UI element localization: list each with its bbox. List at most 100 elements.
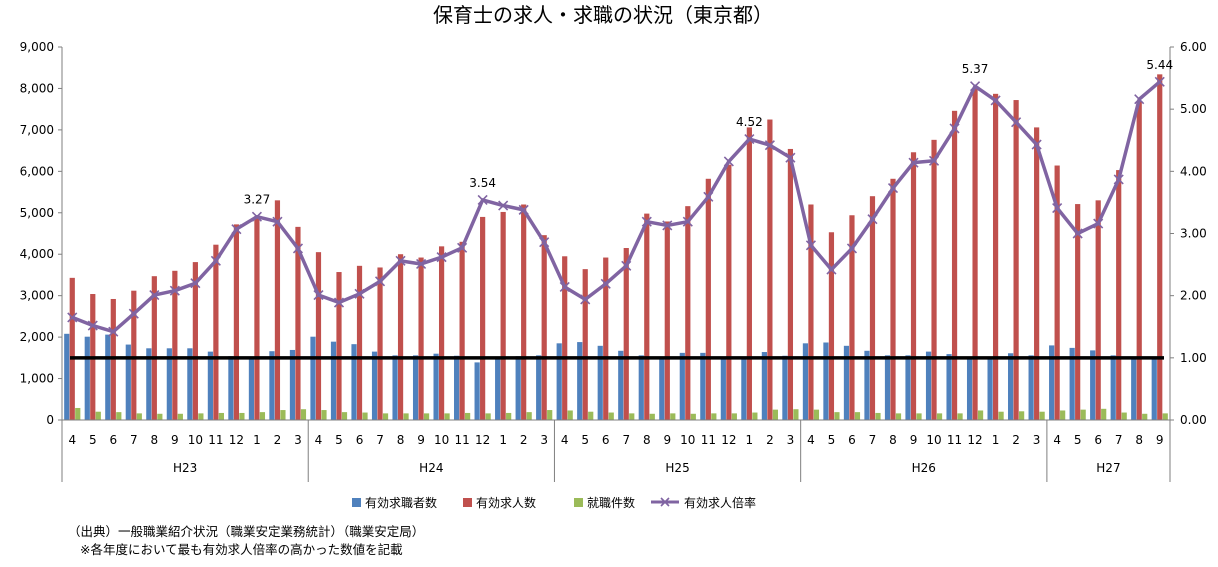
bar-有効求職者数: [187, 348, 193, 420]
bar-有効求職者数: [638, 355, 644, 420]
bar-有効求人数: [644, 213, 650, 420]
ratio-point-marker: [764, 140, 775, 151]
bar-就職件数: [916, 413, 922, 420]
bar-就職件数: [1039, 411, 1045, 420]
ratio-point-marker: [805, 240, 816, 251]
bar-就職件数: [629, 413, 635, 420]
ratio-point-marker: [190, 278, 201, 289]
bar-就職件数: [608, 412, 614, 420]
month-label: 10: [926, 433, 941, 447]
right-tick-label: 2.00: [1180, 289, 1207, 303]
bar-有効求職者数: [1069, 347, 1075, 420]
bar-有効求人数: [397, 254, 404, 420]
ratio-point-marker: [928, 155, 940, 166]
peak-label: 5.44: [1146, 58, 1173, 72]
month-label: 5: [1074, 433, 1082, 447]
bar-有効求職者数: [207, 351, 213, 420]
month-label: 3: [294, 433, 302, 447]
legend: 有効求職者数 有効求人数 就職件数 有効求人倍率: [352, 495, 756, 510]
bar-有効求人数: [336, 272, 342, 420]
month-label: 8: [1135, 433, 1143, 447]
bar-有効求人数: [459, 241, 465, 420]
ratio-point-marker: [333, 297, 345, 308]
left-tick-label: 8,000: [20, 81, 54, 95]
ratio-point-marker: [703, 191, 714, 202]
ratio-point-marker: [846, 243, 858, 254]
month-label: 12: [721, 433, 736, 447]
bar-有効求人数: [582, 269, 588, 420]
ratio-point-marker: [887, 183, 899, 194]
bar-有効求職者数: [618, 350, 624, 420]
month-label: 3: [787, 433, 795, 447]
fiscal-year-label: H27: [1096, 461, 1120, 475]
ratio-point-marker: [662, 220, 673, 231]
left-tick-label: 6,000: [20, 164, 54, 178]
bar-有効求職者数: [433, 353, 439, 420]
ratio-point-marker: [1052, 202, 1063, 214]
legend-label: 有効求人倍率: [684, 495, 756, 510]
bar-就職件数: [567, 410, 573, 420]
right-axis: 0.00 1.00 2.00 3.00 4.00 5.00 6.00: [1169, 40, 1207, 427]
ratio-point-marker: [87, 320, 98, 331]
ratio-point-marker: [169, 285, 180, 296]
bar-就職件数: [259, 412, 266, 420]
bar-有効求職者数: [679, 352, 685, 420]
left-tick-label: 9,000: [20, 40, 54, 54]
bar-有効求職者数: [454, 355, 460, 420]
bar-就職件数: [977, 410, 984, 420]
bar-就職件数: [506, 412, 512, 420]
bar-有効求人数: [192, 262, 198, 420]
ratio-point-marker: [970, 81, 981, 92]
month-label: 7: [130, 433, 138, 447]
bar-有効求職者数: [310, 336, 316, 420]
bar-就職件数: [177, 413, 183, 420]
bar-有効求人数: [233, 224, 240, 420]
bar-有効求人数: [992, 93, 999, 420]
bar-就職件数: [1060, 410, 1066, 420]
bar-有効求職者数: [166, 348, 172, 420]
ratio-point-marker: [477, 194, 488, 205]
bar-有効求職者数: [577, 342, 583, 420]
bar-有効求職者数: [1090, 350, 1096, 420]
bar-有効求職者数: [597, 345, 603, 420]
month-label: 7: [869, 433, 877, 447]
month-label: 4: [315, 433, 323, 447]
right-tick-label: 3.00: [1180, 227, 1207, 241]
bar-有効求人数: [69, 277, 75, 420]
bar-就職件数: [547, 410, 553, 420]
peak-label: 4.52: [736, 115, 763, 129]
bar-有効求人数: [315, 252, 322, 420]
ratio-point-marker: [826, 264, 837, 275]
bar-series: [64, 74, 1168, 421]
ratio-point-marker: [867, 214, 878, 225]
bar-就職件数: [1080, 409, 1086, 420]
month-label: 7: [622, 433, 630, 447]
ratio-point-marker: [1072, 228, 1083, 239]
bar-有効求職者数: [884, 355, 891, 420]
ratio-point-marker: [67, 312, 78, 323]
left-tick-label: 1,000: [20, 372, 54, 386]
bar-就職件数: [485, 413, 491, 420]
footnote: ※各年度において最も有効求人倍率の高かった数値を記載: [80, 542, 403, 557]
bar-有効求人数: [849, 215, 855, 420]
bar-就職件数: [957, 413, 963, 420]
bar-有効求職者数: [84, 336, 90, 420]
bar-有効求人数: [480, 216, 486, 420]
bar-有効求職者数: [330, 341, 337, 420]
bar-有効求職者数: [905, 355, 911, 420]
x-axis: 4 5 6 7 8 9 10 11 12 1 2 3 4 5 6 7 8 9 10 11 12 1 2 3 4 5 6 7 8 9 10 11…: [61, 419, 1171, 482]
bar-就職件数: [218, 412, 224, 420]
bar-有効求人数: [931, 139, 937, 420]
bar-有効求人数: [521, 204, 527, 420]
bar-有効求職者数: [946, 354, 952, 420]
ratio-point-marker: [1011, 117, 1022, 128]
bar-就職件数: [936, 413, 943, 420]
bar-有効求人数: [438, 246, 445, 420]
month-label: 10: [188, 433, 203, 447]
ratio-point-marker: [559, 281, 570, 293]
bar-有効求職者数: [125, 344, 131, 420]
ratio-point-marker: [539, 237, 550, 248]
bar-有効求職者数: [556, 343, 562, 420]
chart-title: 保育士の求人・求職の状況（東京都）: [433, 3, 773, 27]
fiscal-year-label: H25: [665, 461, 689, 475]
